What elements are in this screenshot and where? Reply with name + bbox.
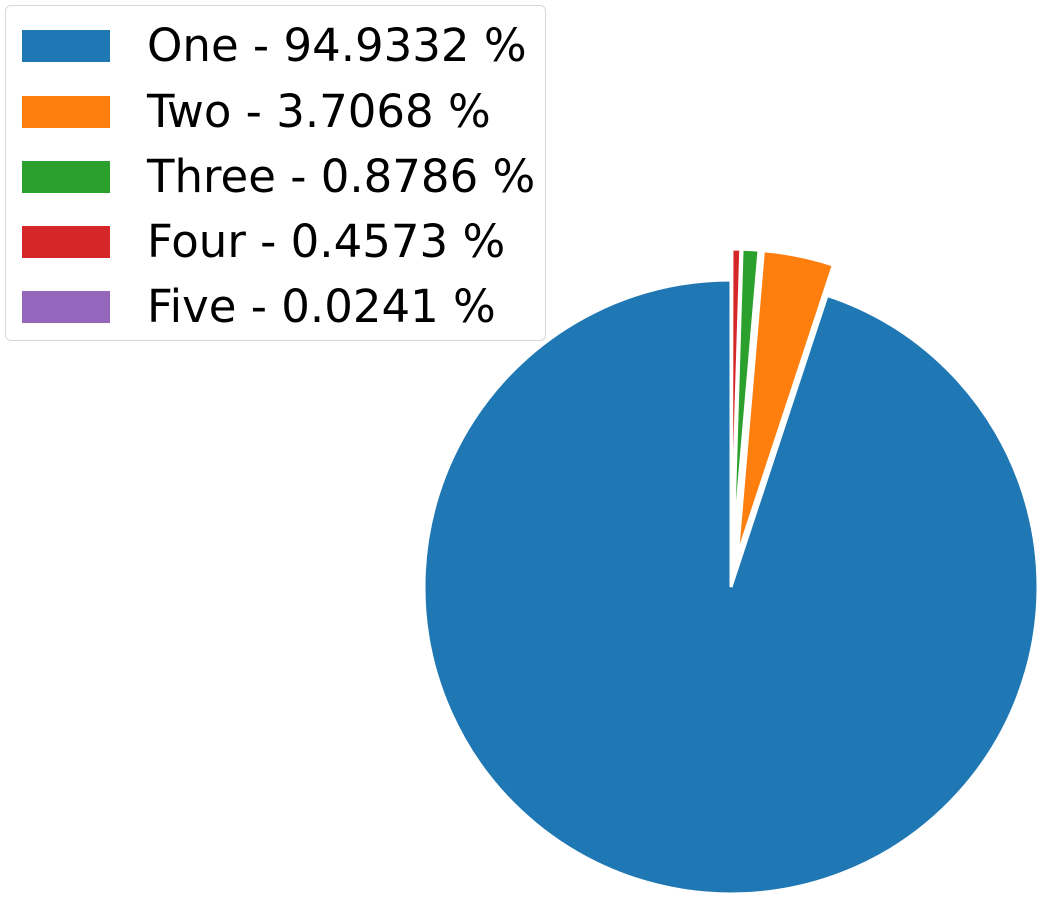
legend-item-three: Three - 0.8786 % — [22, 154, 535, 200]
legend-label-two: Two - 3.7068 % — [147, 85, 491, 138]
pie-slices — [422, 247, 1040, 896]
legend-item-five: Five - 0.0241 % — [22, 284, 496, 330]
legend-swatch-two — [22, 96, 110, 128]
legend-label-four: Four - 0.4573 % — [147, 215, 506, 268]
legend-label-five: Five - 0.0241 % — [147, 280, 496, 333]
pie-slice-two — [735, 249, 836, 558]
legend-swatch-four — [22, 226, 110, 258]
pie-slice-one — [422, 278, 1040, 896]
legend-label-three: Three - 0.8786 % — [147, 150, 536, 203]
legend-item-one: One - 94.9332 % — [22, 23, 527, 69]
legend-item-four: Four - 0.4573 % — [22, 219, 505, 265]
legend-swatch-one — [22, 30, 110, 62]
legend-swatch-three — [22, 161, 110, 193]
legend-item-two: Two - 3.7068 % — [22, 89, 491, 135]
chart-legend: One - 94.9332 % Two - 3.7068 % Three - 0… — [5, 5, 546, 341]
legend-swatch-five — [22, 291, 110, 323]
legend-label-one: One - 94.9332 % — [147, 19, 527, 72]
